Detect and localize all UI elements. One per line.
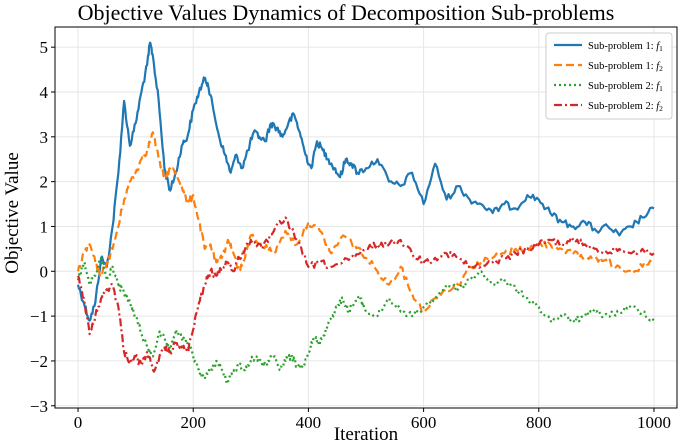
x-tick-label: 800 <box>526 413 552 432</box>
legend-label: Sub-problem 2: f2 <box>588 101 663 113</box>
series-line-2 <box>76 131 655 313</box>
y-tick-label: 1 <box>40 217 49 236</box>
series-line-4 <box>76 216 655 373</box>
axis-ticks: 0 200 400 600 800 1000 −3 −2 −1 0 1 2 3 4 5 <box>30 38 671 432</box>
legend-label: Sub-problem 2: f1 <box>588 81 663 93</box>
y-tick-label: 5 <box>40 38 49 57</box>
x-tick-label: 400 <box>296 413 322 432</box>
y-tick-label: −1 <box>30 307 48 326</box>
series-line-1 <box>76 41 655 322</box>
y-tick-label: 2 <box>40 173 49 192</box>
legend-label: Sub-problem 1: f2 <box>588 61 663 73</box>
x-axis-label: Iteration <box>334 424 399 444</box>
legend: Sub-problem 1: f1 Sub-problem 1: f2 Sub-pr… <box>545 32 673 120</box>
chart-title: Objective Values Dynamics of Decompositi… <box>78 0 615 25</box>
y-tick-label: 4 <box>40 83 49 102</box>
x-tick-label: 0 <box>74 413 83 432</box>
plot-frame <box>54 26 678 409</box>
series-line-3 <box>76 256 655 385</box>
y-axis-label: Objective Value <box>2 152 23 274</box>
y-tick-label: 3 <box>40 128 49 147</box>
y-tick-label: −2 <box>30 352 48 371</box>
plot-series <box>76 41 655 385</box>
y-tick-label: −3 <box>30 397 48 416</box>
x-tick-label: 600 <box>411 413 437 432</box>
x-tick-label: 1000 <box>637 413 671 432</box>
legend-label: Sub-problem 1: f1 <box>588 41 663 53</box>
legend-box <box>545 32 673 120</box>
x-tick-label: 200 <box>180 413 206 432</box>
y-tick-label: 0 <box>40 262 49 281</box>
